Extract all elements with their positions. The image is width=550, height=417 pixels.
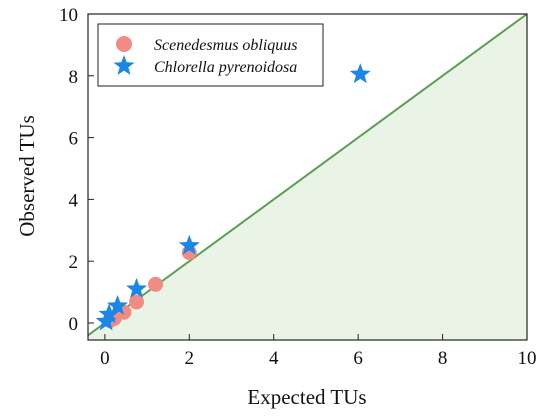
y-tick-label: 2: [69, 252, 79, 273]
data-point-chlorella: [98, 303, 120, 324]
data-point-scenedesmus: [148, 276, 164, 292]
y-tick-label: 10: [59, 5, 78, 26]
legend-label-chlorella: Chlorella pyrenoidosa: [154, 59, 297, 76]
y-tick-label: 8: [69, 67, 79, 88]
legend-marker-scenedesmus: [116, 36, 132, 52]
y-axis-label: Observed TUs: [15, 115, 39, 237]
legend-box: [97, 23, 324, 87]
axis-ticks: 0 2 4 6 8 10 0 2 4 6 8 10: [59, 5, 537, 369]
x-tick-label: 8: [438, 348, 448, 369]
data-point-chlorella: [126, 278, 147, 298]
data-point-chlorella: [178, 234, 200, 255]
y-tick-label: 4: [69, 190, 79, 211]
x-tick-label: 6: [353, 348, 363, 369]
data-point-chlorella: [107, 295, 129, 315]
legend-marker-chlorella: [113, 55, 135, 75]
legend: Scenedesmus obliquus Chlorella pyrenoido…: [97, 23, 324, 87]
x-tick-label: 2: [185, 348, 195, 369]
data-point-chlorella: [349, 63, 371, 84]
x-tick-label: 4: [269, 348, 279, 369]
legend-label-scenedesmus: Scenedesmus obliquus: [154, 37, 298, 54]
y-tick-label: 6: [69, 129, 79, 150]
data-point-scenedesmus: [129, 294, 145, 310]
x-axis-label: Expected TUs: [247, 385, 366, 409]
x-tick-label: 10: [518, 348, 537, 369]
y-tick-label: 0: [69, 314, 79, 335]
axes-frame: [87, 13, 528, 341]
x-tick-label: 0: [100, 348, 110, 369]
